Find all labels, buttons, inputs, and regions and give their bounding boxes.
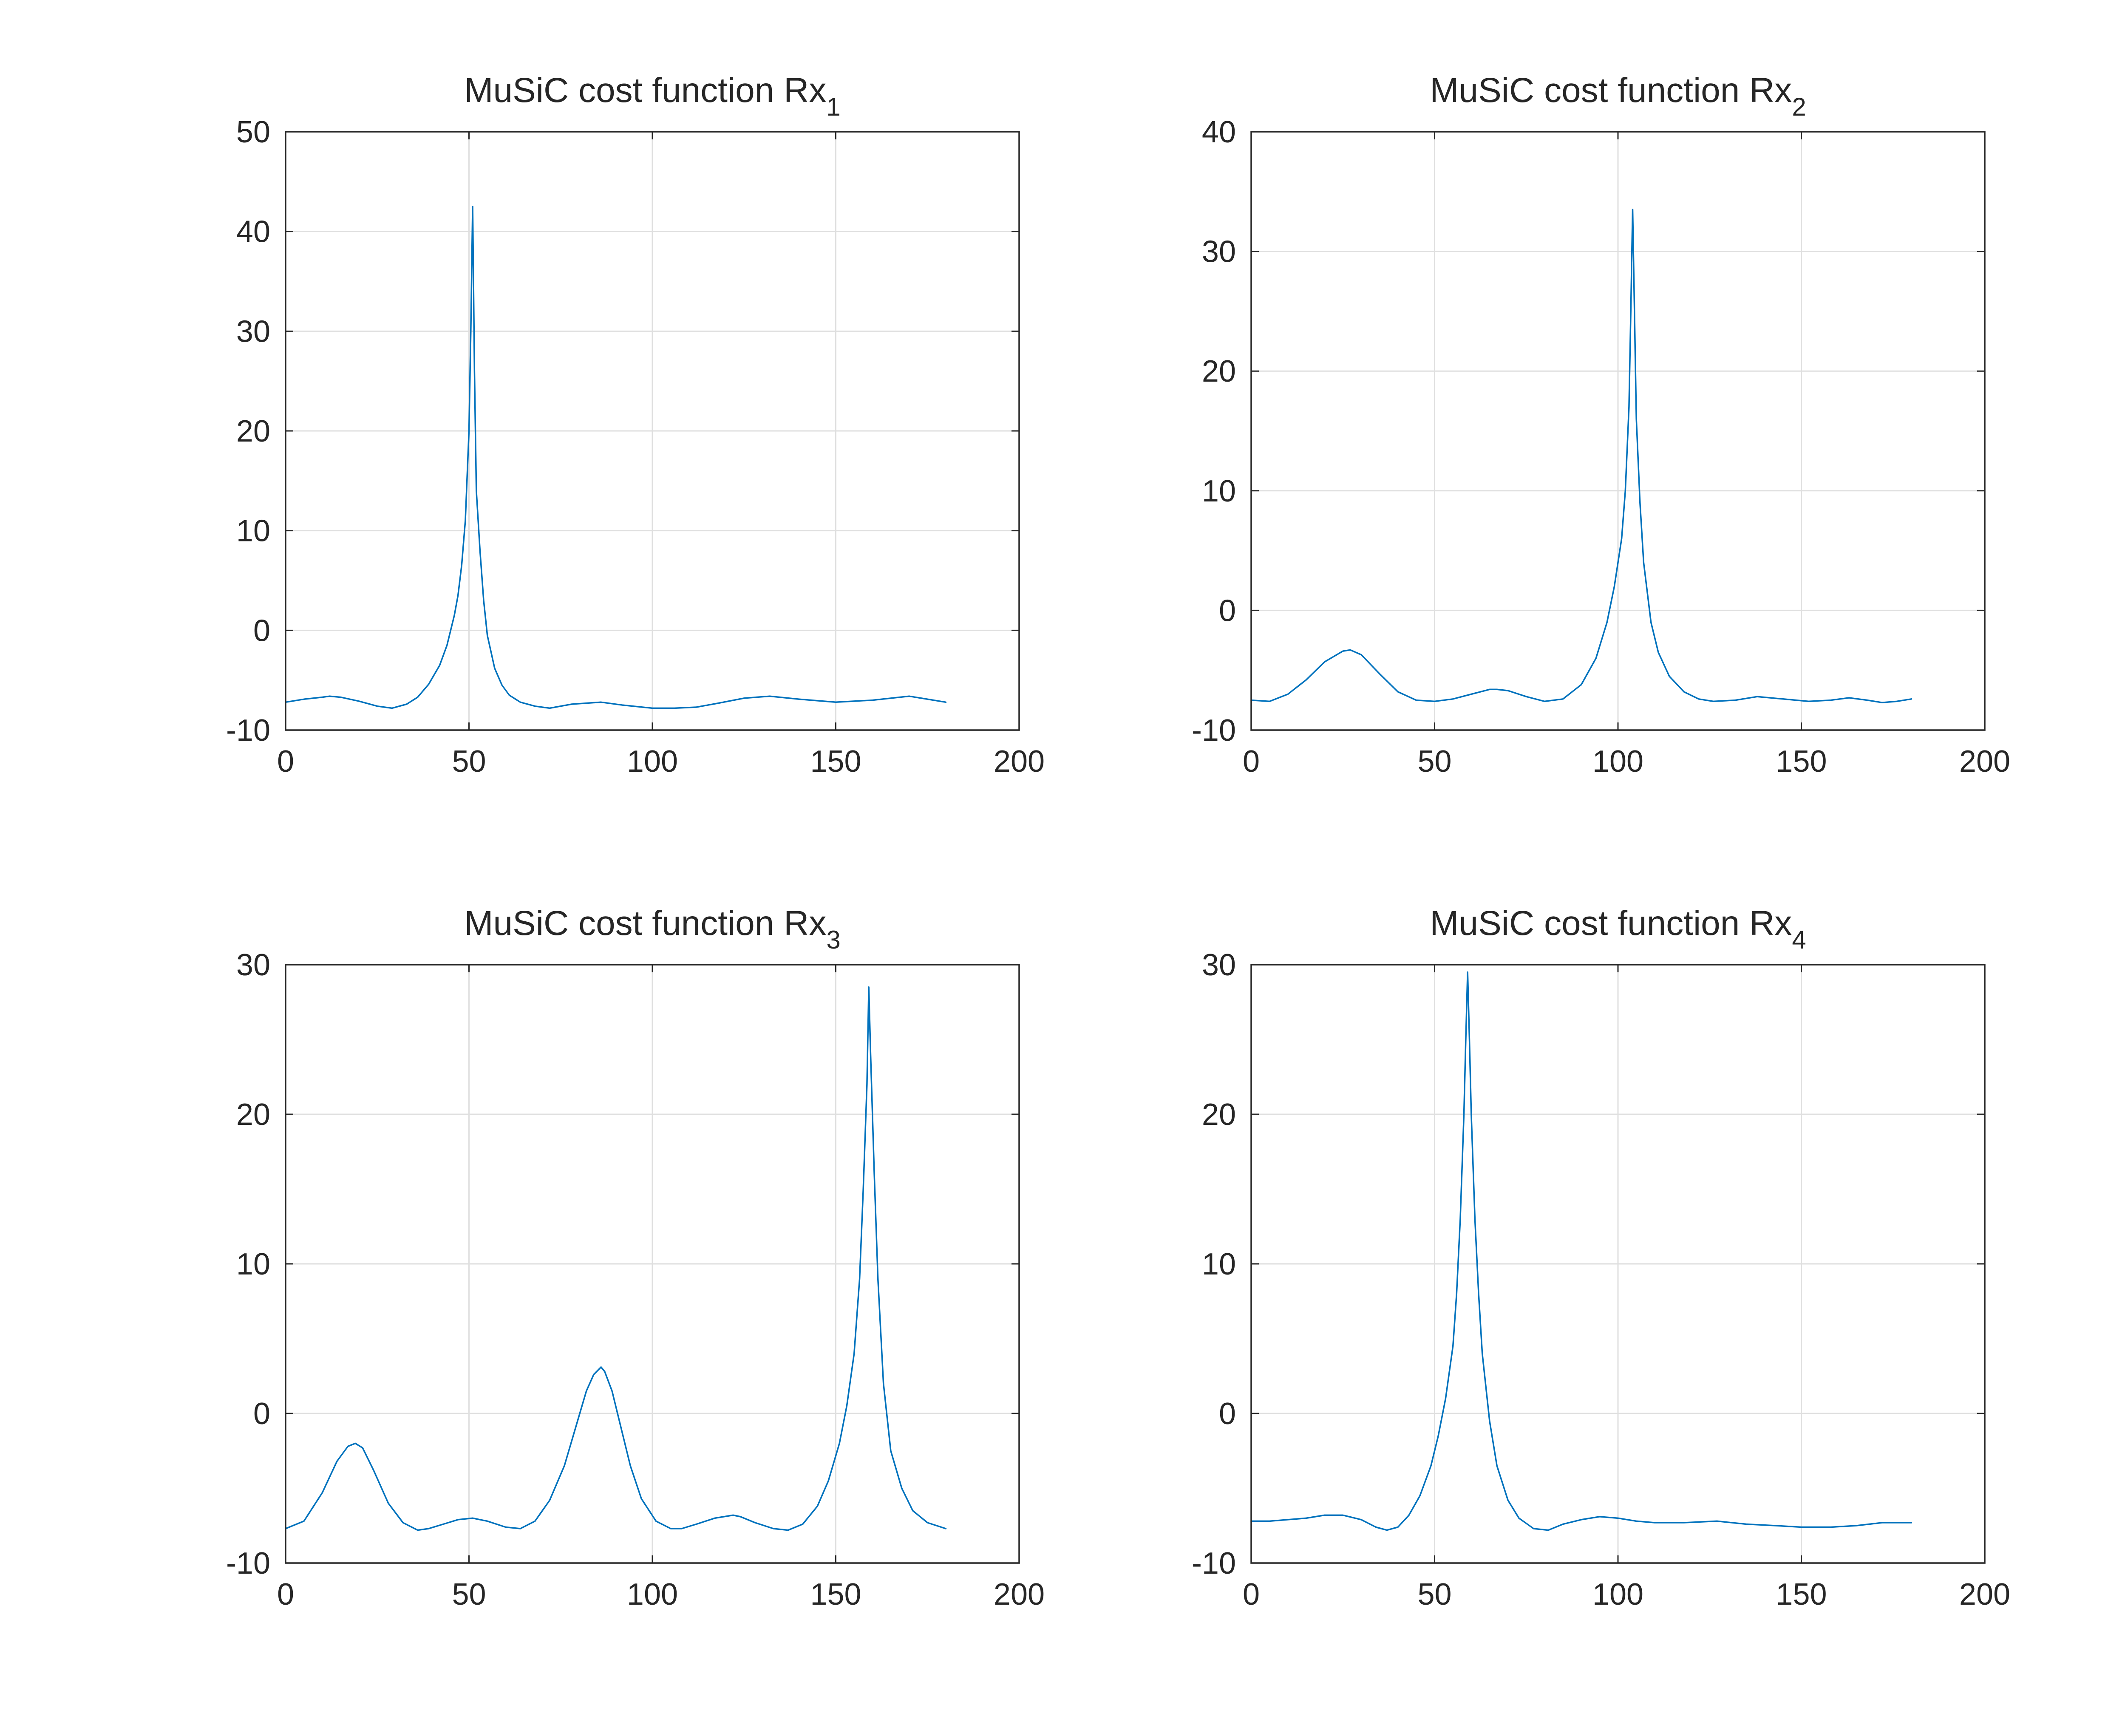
x-tick-label: 200 [994,745,1045,779]
x-tick-label: 50 [452,745,486,779]
axes-box [1250,131,1986,731]
y-tick-label: 30 [236,948,270,982]
y-tick-label: 0 [253,614,270,648]
y-tick-label: 20 [236,1098,270,1132]
series-line [285,986,947,1531]
x-tick-label: 150 [810,745,861,779]
x-tick-label: 100 [627,1577,678,1611]
x-tick-label: 0 [277,745,294,779]
y-tick-label: 30 [1202,235,1236,269]
axes-box [1250,964,1986,1564]
y-tick-label: 20 [1202,354,1236,388]
y-tick-label: 40 [1202,115,1236,149]
y-tick-label: 30 [236,314,270,348]
series-line [1250,971,1912,1531]
y-tick-label: -10 [1192,1546,1236,1580]
x-tick-label: 100 [1592,745,1643,779]
y-tick-label: 10 [1202,1247,1236,1281]
y-tick-label: 10 [236,1247,270,1281]
y-tick-label: 20 [236,414,270,448]
y-tick-label: 0 [1219,1397,1236,1431]
subplot-title: MuSiC cost function Rx4 [1430,904,1806,954]
x-tick-label: 200 [1959,745,2010,779]
x-tick-label: 200 [1959,1577,2010,1611]
x-tick-label: 100 [627,745,678,779]
x-tick-label: 150 [810,1577,861,1611]
axes-box [285,964,1020,1564]
y-tick-label: 40 [236,215,270,249]
y-tick-label: 0 [253,1397,270,1431]
x-tick-label: 50 [1417,1577,1451,1611]
x-tick-label: 0 [1243,1577,1260,1611]
axes-box [285,131,1020,731]
y-tick-label: -10 [226,714,270,748]
subplot-title: MuSiC cost function Rx1 [464,71,841,121]
x-tick-label: 50 [452,1577,486,1611]
x-tick-label: 150 [1776,745,1827,779]
series-line [285,206,947,709]
y-tick-label: -10 [1192,714,1236,748]
x-tick-label: 150 [1776,1577,1827,1611]
y-tick-label: 0 [1219,594,1236,628]
y-tick-label: 10 [1202,474,1236,508]
subplot-title: MuSiC cost function Rx2 [1430,71,1806,121]
y-tick-label: 20 [1202,1098,1236,1132]
series-line [1250,209,1912,703]
y-tick-label: 30 [1202,948,1236,982]
y-tick-label: -10 [226,1546,270,1580]
x-tick-label: 200 [994,1577,1045,1611]
x-tick-label: 0 [277,1577,294,1611]
x-tick-label: 0 [1243,745,1260,779]
x-tick-label: 100 [1592,1577,1643,1611]
subplot-title: MuSiC cost function Rx3 [464,904,841,954]
y-tick-label: 50 [236,115,270,149]
x-tick-label: 50 [1417,745,1451,779]
y-tick-label: 10 [236,514,270,548]
